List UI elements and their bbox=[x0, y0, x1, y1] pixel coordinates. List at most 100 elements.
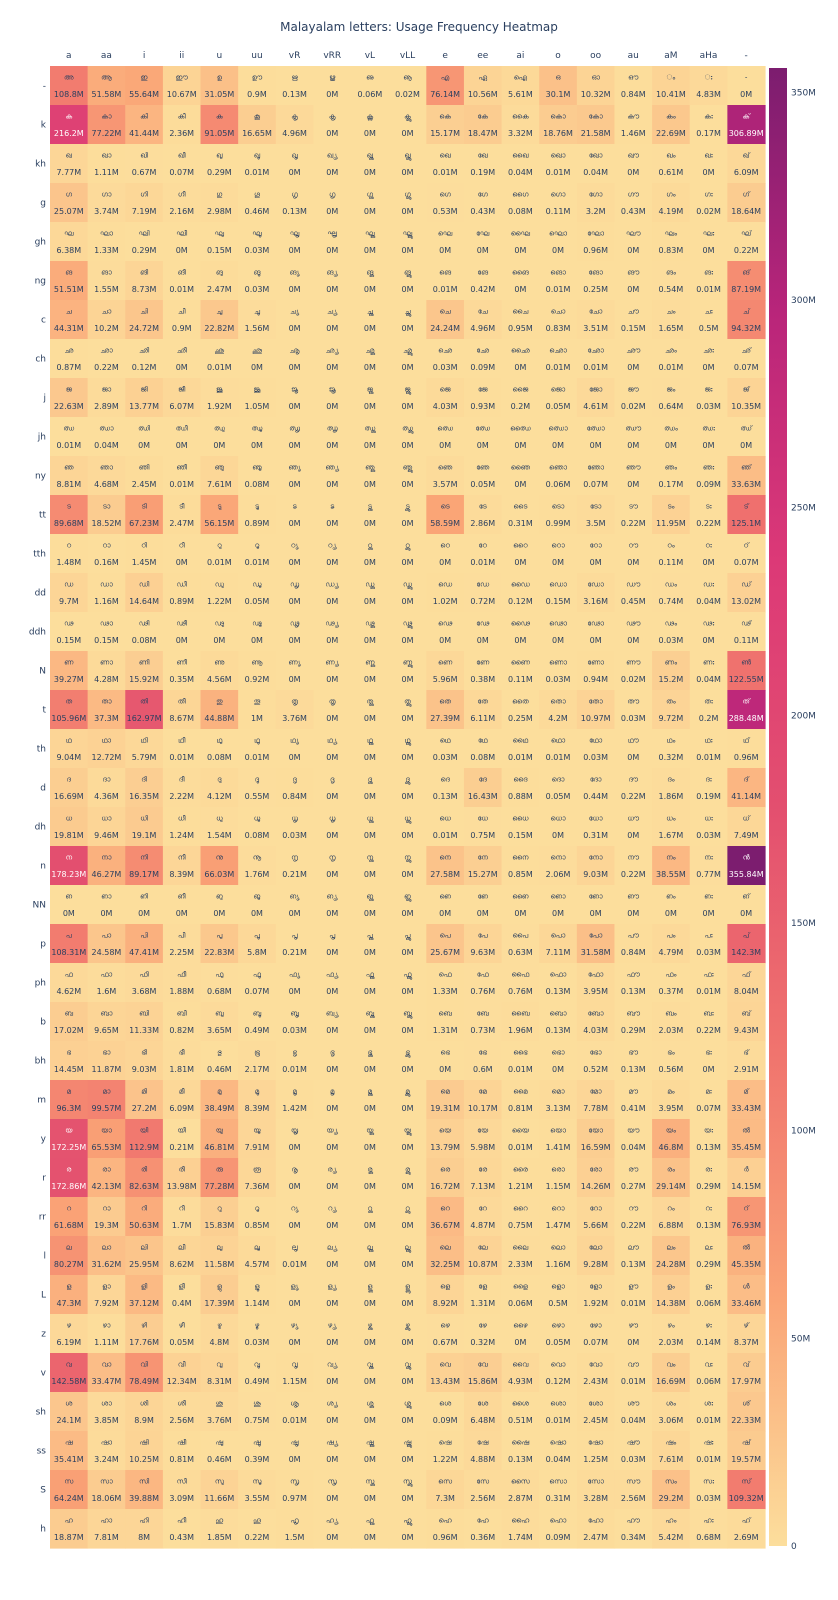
heatmap-cell bbox=[576, 1275, 616, 1315]
heatmap-cell bbox=[388, 456, 427, 496]
cell-glyph-label: യേ bbox=[477, 1126, 489, 1134]
cell-glyph-label: പാ bbox=[102, 931, 112, 939]
cell-value-label: 0.09M bbox=[470, 363, 495, 372]
heatmap-cell bbox=[501, 1470, 540, 1510]
cell-value-label: 0.04M bbox=[94, 441, 119, 450]
cell-glyph-label: തൄ bbox=[329, 697, 336, 705]
cell-glyph-label: ഛ bbox=[64, 346, 73, 354]
cell-glyph-label: ഉ bbox=[217, 73, 223, 81]
heatmap-cell bbox=[200, 729, 239, 769]
heatmap-cell bbox=[162, 66, 202, 106]
cell-value-label: 0M bbox=[176, 363, 188, 372]
heatmap-cell bbox=[539, 339, 578, 379]
heatmap-cell bbox=[463, 885, 503, 925]
heatmap-cell bbox=[275, 1392, 315, 1432]
cell-value-label: 0.36M bbox=[470, 1533, 495, 1542]
cell-glyph-label: ശൄ bbox=[327, 1399, 339, 1408]
cell-glyph-label: ഡൗ bbox=[626, 580, 641, 588]
cell-glyph-label: ഩൊ bbox=[551, 892, 566, 900]
cell-value-label: 0M bbox=[439, 909, 451, 918]
cell-glyph-label: തഃ bbox=[704, 697, 713, 705]
heatmap-cell bbox=[313, 261, 352, 301]
cell-glyph-label: ഘഃ bbox=[703, 229, 714, 237]
cell-value-label: 99.57M bbox=[92, 1104, 122, 1113]
heatmap-cell bbox=[200, 534, 239, 574]
heatmap-cell bbox=[463, 339, 503, 379]
heatmap-cell bbox=[87, 924, 126, 964]
cell-glyph-label: ഹൊ bbox=[550, 1516, 567, 1524]
cell-glyph-label: ഛൗ bbox=[626, 346, 641, 354]
cell-glyph-label: ഖൢ bbox=[367, 151, 374, 161]
cell-value-label: 0M bbox=[740, 909, 752, 918]
heatmap-cell bbox=[539, 1392, 578, 1432]
cell-glyph-label: ഠൢ bbox=[368, 541, 373, 551]
cell-glyph-label: വി bbox=[140, 1360, 148, 1368]
cell-glyph-label: ബൂ bbox=[253, 1009, 262, 1018]
heatmap-cell bbox=[727, 690, 766, 730]
heatmap-cell bbox=[238, 183, 277, 223]
heatmap-cell bbox=[727, 1470, 766, 1510]
heatmap-cell bbox=[313, 1236, 352, 1276]
cell-glyph-label: ളൄ bbox=[328, 1282, 338, 1291]
cell-glyph-label: ങൗ bbox=[627, 268, 640, 276]
cell-value-label: 0M bbox=[590, 909, 602, 918]
cell-value-label: 0.22M bbox=[94, 363, 119, 372]
cell-value-label: 1.11M bbox=[94, 1338, 119, 1347]
heatmap-cell bbox=[125, 612, 164, 652]
cell-glyph-label: ടൂ bbox=[255, 502, 260, 511]
cell-value-label: 0.84M bbox=[621, 90, 646, 99]
heatmap-cell bbox=[125, 1236, 164, 1276]
cell-value-label: 13.02M bbox=[731, 597, 761, 606]
heatmap-cell bbox=[576, 261, 616, 301]
heatmap-cell bbox=[727, 1158, 766, 1198]
cell-value-label: 16.59M bbox=[581, 1143, 611, 1152]
cell-glyph-label: ഫു bbox=[215, 970, 223, 979]
cell-value-label: 0.04M bbox=[508, 168, 533, 177]
cell-value-label: 0.46M bbox=[207, 1065, 232, 1074]
cell-value-label: 24.28M bbox=[656, 1260, 686, 1269]
heatmap-cell bbox=[125, 1197, 164, 1237]
heatmap-cell bbox=[426, 417, 465, 457]
heatmap-cell bbox=[87, 885, 126, 925]
cell-glyph-label: ണൃ bbox=[288, 658, 301, 667]
heatmap-cell bbox=[388, 729, 427, 769]
cell-glyph-label: തൈ bbox=[512, 697, 529, 705]
heatmap-cell bbox=[426, 1119, 465, 1159]
cell-value-label: 0M bbox=[402, 1260, 414, 1269]
cell-value-label: 0.03M bbox=[696, 948, 721, 957]
heatmap-cell bbox=[162, 1119, 202, 1159]
cell-glyph-label: ജ് bbox=[743, 385, 751, 393]
heatmap-cell bbox=[501, 1041, 540, 1081]
cell-value-label: 0M bbox=[402, 1338, 414, 1347]
cell-value-label: 0.08M bbox=[245, 831, 270, 840]
heatmap-cell bbox=[463, 690, 503, 730]
cell-glyph-label: കോ bbox=[589, 112, 603, 120]
cell-glyph-label: തൢ bbox=[367, 697, 374, 707]
heatmap-cell bbox=[275, 339, 315, 379]
cell-glyph-label: ശൢ bbox=[366, 1399, 374, 1409]
heatmap-cell bbox=[200, 651, 239, 691]
cell-glyph-label: കി bbox=[140, 112, 148, 120]
heatmap-cell bbox=[50, 963, 89, 1003]
heatmap-cell bbox=[125, 1275, 164, 1315]
y-tick-label: dd bbox=[35, 589, 46, 599]
heatmap-cell bbox=[501, 846, 540, 886]
cell-value-label: 1.16M bbox=[546, 1260, 571, 1269]
y-tick-label: ny bbox=[35, 472, 47, 482]
cell-glyph-label: ൺ bbox=[741, 658, 751, 666]
heatmap-cell bbox=[125, 729, 164, 769]
cell-glyph-label: മേ bbox=[479, 1087, 488, 1095]
cell-value-label: 0.04M bbox=[546, 1455, 571, 1464]
heatmap-cell bbox=[576, 1041, 616, 1081]
cell-glyph-label: ഴഃ bbox=[705, 1321, 711, 1329]
colorbar-tick-label: 300M bbox=[791, 296, 816, 306]
cell-value-label: 0M bbox=[251, 363, 263, 372]
cell-value-label: 0M bbox=[251, 909, 263, 918]
cell-value-label: 0.15M bbox=[508, 831, 533, 840]
cell-glyph-label: വൈ bbox=[512, 1360, 529, 1368]
cell-glyph-label: ചഃ bbox=[705, 307, 713, 315]
cell-glyph-label: ലൗ bbox=[628, 1243, 640, 1251]
cell-glyph-label: ളൈ bbox=[513, 1282, 528, 1290]
heatmap-cell bbox=[313, 768, 352, 808]
